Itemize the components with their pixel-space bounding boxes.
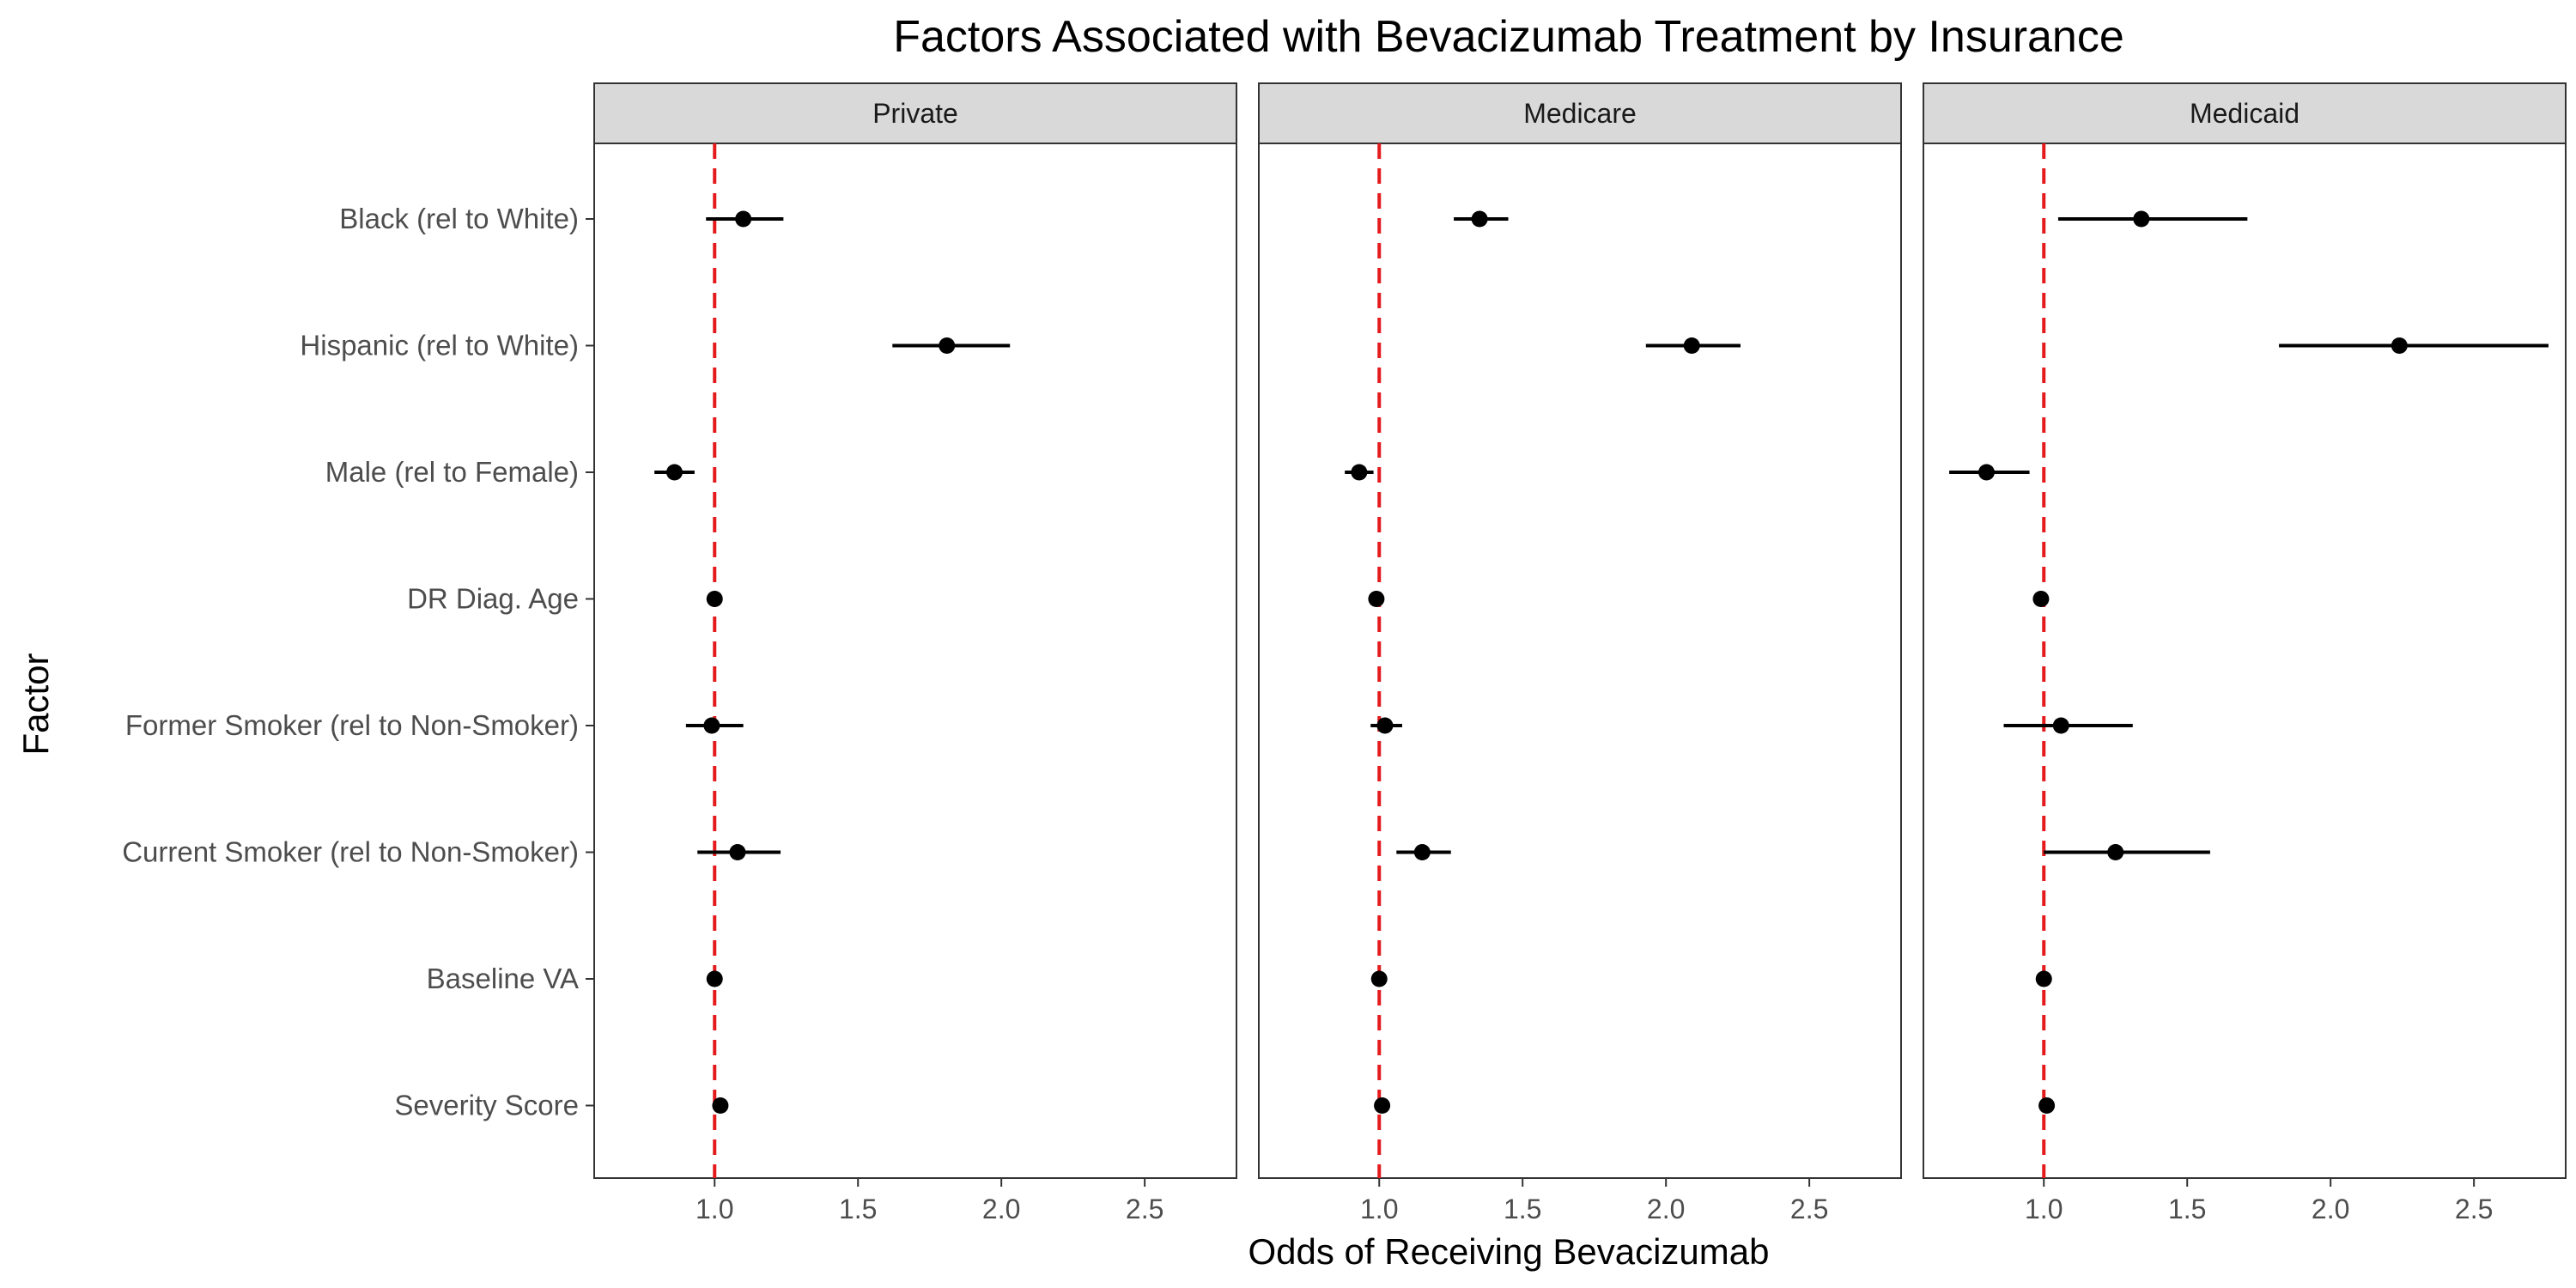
estimate-point	[1683, 337, 1700, 354]
facet-strip-label: Private	[872, 98, 958, 129]
estimate-point	[706, 970, 723, 987]
x-tick-label: 1.5	[1504, 1194, 1541, 1224]
estimate-point	[703, 717, 720, 734]
estimate-point	[1376, 717, 1394, 734]
x-tick-label: 1.0	[2025, 1194, 2063, 1224]
y-tick-label: Black (rel to White)	[339, 203, 579, 234]
facet-strip	[1923, 82, 2567, 144]
x-tick-label: 2.5	[1790, 1194, 1828, 1224]
y-tick-label: DR Diag. Age	[407, 583, 579, 615]
y-tick-label: Current Smoker (rel to Non-Smoker)	[122, 836, 579, 868]
x-tick-label: 2.5	[2455, 1194, 2493, 1224]
facet-strip-label: Medicaid	[2190, 98, 2300, 129]
x-tick-label: 2.0	[982, 1194, 1020, 1224]
estimate-point	[1978, 464, 1995, 481]
chart-title: Factors Associated with Bevacizumab Trea…	[893, 12, 2124, 62]
y-axis-title: Factor	[15, 653, 56, 755]
x-tick-label: 1.5	[839, 1194, 877, 1224]
x-tick-label: 1.5	[2168, 1194, 2206, 1224]
y-tick-label: Severity Score	[394, 1090, 579, 1121]
estimate-point	[1374, 1097, 1391, 1114]
panel-border	[1258, 143, 1902, 1179]
x-axis-title: Odds of Receiving Bevacizumab	[1249, 1231, 1770, 1272]
estimate-point	[729, 844, 746, 860]
y-tick-label: Male (rel to Female)	[325, 456, 579, 488]
estimate-point	[1370, 970, 1388, 987]
facet-strip	[593, 82, 1237, 144]
x-tick-label: 1.0	[1360, 1194, 1398, 1224]
estimate-point	[939, 337, 956, 354]
facet-strip	[1258, 82, 1902, 144]
estimate-point	[1471, 210, 1488, 228]
x-tick-label: 1.0	[696, 1194, 733, 1224]
y-axis: Black (rel to White) Hispanic (rel to Whi…	[122, 203, 594, 1121]
y-tick-label: Baseline VA	[427, 963, 579, 994]
x-tick-label: 2.0	[2312, 1194, 2349, 1224]
facet-panel-private: Private 1.0 1.5 2.0 2.5	[593, 82, 1237, 1224]
y-tick-label: Former Smoker (rel to Non-Smoker)	[125, 709, 579, 741]
estimate-point	[2133, 210, 2150, 228]
estimate-point	[1351, 464, 1368, 481]
estimate-point	[2035, 970, 2052, 987]
panel-border	[593, 143, 1237, 1179]
estimate-point	[666, 464, 683, 481]
estimate-point	[2391, 337, 2408, 354]
estimate-point	[712, 1097, 729, 1114]
facet-strip-label: Medicare	[1523, 98, 1637, 129]
facet-panel-medicaid: Medicaid 1.0 1.5 2.0 2.5	[1923, 82, 2567, 1224]
estimate-point	[2032, 591, 2050, 607]
x-tick-label: 2.5	[1126, 1194, 1163, 1224]
x-tick-label: 2.0	[1647, 1194, 1685, 1224]
panel-border	[1923, 143, 2567, 1179]
estimate-point	[2107, 844, 2124, 860]
estimate-point	[706, 591, 723, 607]
facet-panel-medicare: Medicare 1.0 1.5 2.0 2.5	[1258, 82, 1902, 1224]
y-tick-label: Hispanic (rel to White)	[300, 330, 579, 361]
estimate-point	[735, 210, 752, 228]
estimate-point	[2052, 717, 2069, 734]
estimate-point	[1413, 844, 1431, 860]
estimate-point	[2038, 1097, 2056, 1114]
estimate-point	[1368, 591, 1385, 607]
